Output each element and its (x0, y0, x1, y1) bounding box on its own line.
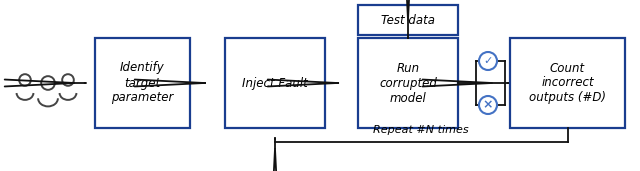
Circle shape (479, 96, 497, 114)
Text: ✓: ✓ (483, 56, 493, 66)
Bar (225, 38, 325, 128)
Bar (95, 38, 190, 128)
Bar (510, 38, 625, 128)
Text: Repeat #N times: Repeat #N times (373, 125, 469, 135)
Text: Inject Fault: Inject Fault (242, 76, 308, 89)
Text: Count
incorrect
outputs (#D): Count incorrect outputs (#D) (529, 62, 606, 104)
Text: Test data: Test data (381, 14, 435, 27)
Text: Run
corrupted
model: Run corrupted model (379, 62, 437, 104)
Bar (358, 38, 458, 128)
Text: Identify
target
parameter: Identify target parameter (111, 62, 173, 104)
Bar (358, 5, 458, 35)
Circle shape (479, 52, 497, 70)
Text: ×: × (483, 98, 493, 111)
